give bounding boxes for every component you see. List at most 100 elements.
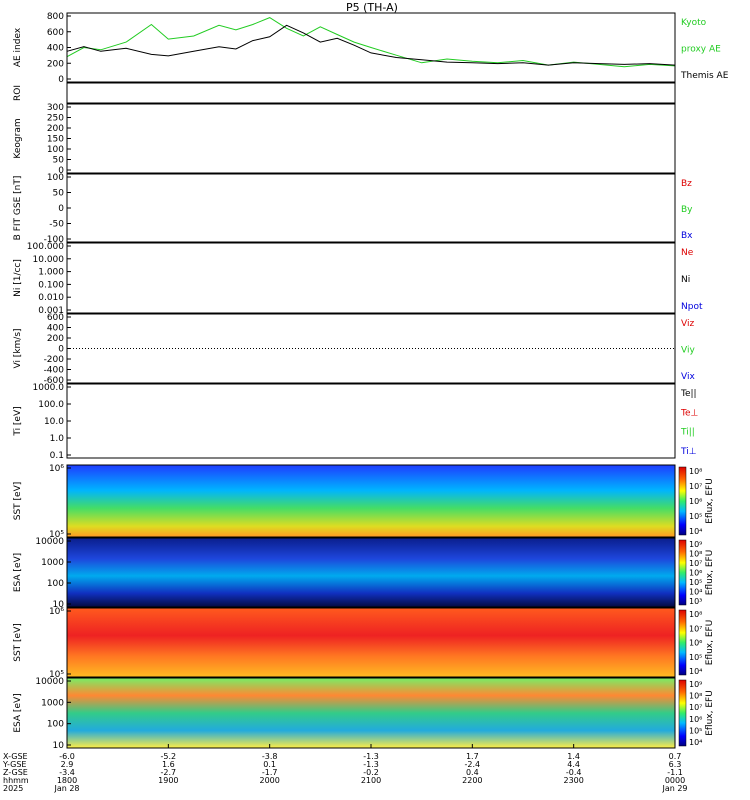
x-tick-label: 2200 [462, 776, 482, 785]
colorbar-tick-label: 10⁶ [689, 639, 702, 648]
colorbar-tick-label: 10⁷ [689, 703, 702, 712]
x-tick-label: 1800 [57, 776, 77, 785]
legend-entry: Viz [681, 319, 694, 329]
y-tick-label: 10.0 [44, 417, 64, 427]
panel-frame [66, 242, 676, 314]
x-tick-label: -1.3 [363, 752, 379, 761]
legend-entry: Ni [681, 275, 690, 285]
x-tick-label: 1.7 [466, 752, 479, 761]
panel-ylabel: ROI [13, 85, 23, 101]
colorbar-tick-label: 10⁸ [689, 692, 702, 701]
y-tick-label: 600 [47, 313, 64, 323]
x-tick-label: -2.7 [161, 768, 177, 777]
y-tick-label: 10000 [35, 677, 64, 687]
y-tick-label: 10000 [35, 537, 64, 547]
x-tick-label: 2.9 [61, 760, 74, 769]
colorbar-label: Eflux, EFU [705, 550, 715, 596]
y-tick-label: 200 [47, 59, 64, 69]
y-tick-label: 50 [53, 189, 65, 199]
x-tick-label: Jan 28 [53, 784, 79, 793]
colorbar-tick-label: 10⁴ [689, 527, 702, 536]
spectrogram-4 [67, 678, 675, 748]
y-tick-label: 1000 [41, 698, 64, 708]
time-row-label: Z-GSE [3, 768, 28, 777]
y-tick-label: 300 [47, 103, 64, 113]
panel-ylabel: B FIT GSE [nT] [13, 176, 23, 241]
legend-entry: Ne [681, 248, 694, 258]
legend-entry: Bz [681, 179, 692, 189]
y-tick-label: 150 [47, 135, 64, 145]
colorbar-tick-label: 10⁴ [689, 588, 702, 597]
x-tick-label: 1.4 [567, 752, 580, 761]
y-tick-label: 10⁵ [49, 670, 64, 680]
colorbar-tick-label: 10⁶ [689, 497, 702, 506]
x-tick-label: -0.4 [566, 768, 582, 777]
y-tick-label: 10⁵ [49, 530, 64, 540]
colorbar-tick-label: 10⁵ [689, 512, 702, 521]
x-tick-label: -6.0 [59, 752, 75, 761]
plot-title: P5 (TH-A) [346, 1, 398, 14]
time-row-label: hhmm [3, 776, 29, 785]
legend-entry: proxy AE [681, 45, 721, 55]
panel-ylabel: ESA [eV] [13, 553, 23, 592]
x-tick-label: 1.6 [162, 760, 175, 769]
x-tick-label: 4.4 [567, 760, 580, 769]
y-tick-label: 800 [47, 12, 64, 22]
y-tick-label: 400 [47, 324, 64, 334]
time-row-label: Y-GSE [2, 760, 26, 769]
y-tick-label: 100.0 [38, 400, 64, 410]
x-tick-label: 0000 [665, 776, 685, 785]
colorbar-tick-label: 10⁷ [689, 624, 702, 633]
y-tick-label: -600 [44, 376, 65, 386]
colorbar-tick-label: 10⁴ [689, 667, 702, 676]
y-tick-label: 10 [53, 741, 65, 751]
y-tick-label: 400 [47, 44, 64, 54]
colorbar-tick-label: 10⁷ [689, 559, 702, 568]
colorbar [678, 609, 687, 676]
y-tick-label: 0 [58, 166, 64, 176]
colorbar-tick-label: 10⁷ [689, 482, 702, 491]
x-tick-label: -0.2 [363, 768, 379, 777]
x-tick-label: 2000 [259, 776, 279, 785]
panel-frame [66, 103, 676, 174]
series-line [66, 24, 676, 66]
y-tick-label: 0.001 [38, 306, 64, 316]
y-tick-label: 0 [58, 75, 64, 85]
legend-entry: Ti⊥ [680, 447, 697, 457]
y-tick-label: 600 [47, 28, 64, 38]
legend-entry: Ti|| [680, 428, 695, 438]
x-tick-label: -1.1 [667, 768, 683, 777]
colorbar-tick-label: 10⁶ [689, 715, 702, 724]
y-tick-label: 200 [47, 334, 64, 344]
y-tick-label: 1.000 [38, 268, 64, 278]
panel-ylabel: SST [eV] [13, 623, 23, 662]
legend-entry: Kyoto [681, 18, 707, 28]
time-row-label: X-GSE [3, 752, 28, 761]
y-tick-label: 100.000 [27, 242, 64, 252]
y-tick-label: 1000.0 [33, 383, 65, 393]
panel-ylabel: Keogram [13, 118, 23, 158]
x-tick-label: -5.2 [161, 752, 177, 761]
x-tick-label: 6.3 [669, 760, 682, 769]
panel-ylabel: AE index [13, 27, 23, 67]
x-tick-label: 2300 [563, 776, 583, 785]
y-tick-label: 1.0 [50, 434, 65, 444]
colorbar [678, 679, 687, 747]
y-tick-label: 100 [47, 579, 64, 589]
y-tick-label: -50 [49, 220, 64, 230]
x-tick-label: 1900 [158, 776, 178, 785]
x-tick-label: 0.4 [466, 768, 479, 777]
y-tick-label: 10⁶ [49, 607, 64, 617]
panel-ylabel: ESA [eV] [13, 693, 23, 732]
legend-entry: Te|| [680, 389, 697, 399]
y-tick-label: 1000 [41, 558, 64, 568]
y-tick-label: 100 [47, 720, 64, 730]
series-line [66, 17, 676, 68]
colorbar-tick-label: 10⁹ [689, 680, 702, 689]
y-tick-label: 100 [47, 145, 64, 155]
y-tick-label: 0.100 [38, 280, 64, 290]
legend-entry: Bx [681, 231, 693, 241]
spectrogram-2 [67, 538, 675, 607]
colorbar-tick-label: 10³ [689, 597, 702, 606]
